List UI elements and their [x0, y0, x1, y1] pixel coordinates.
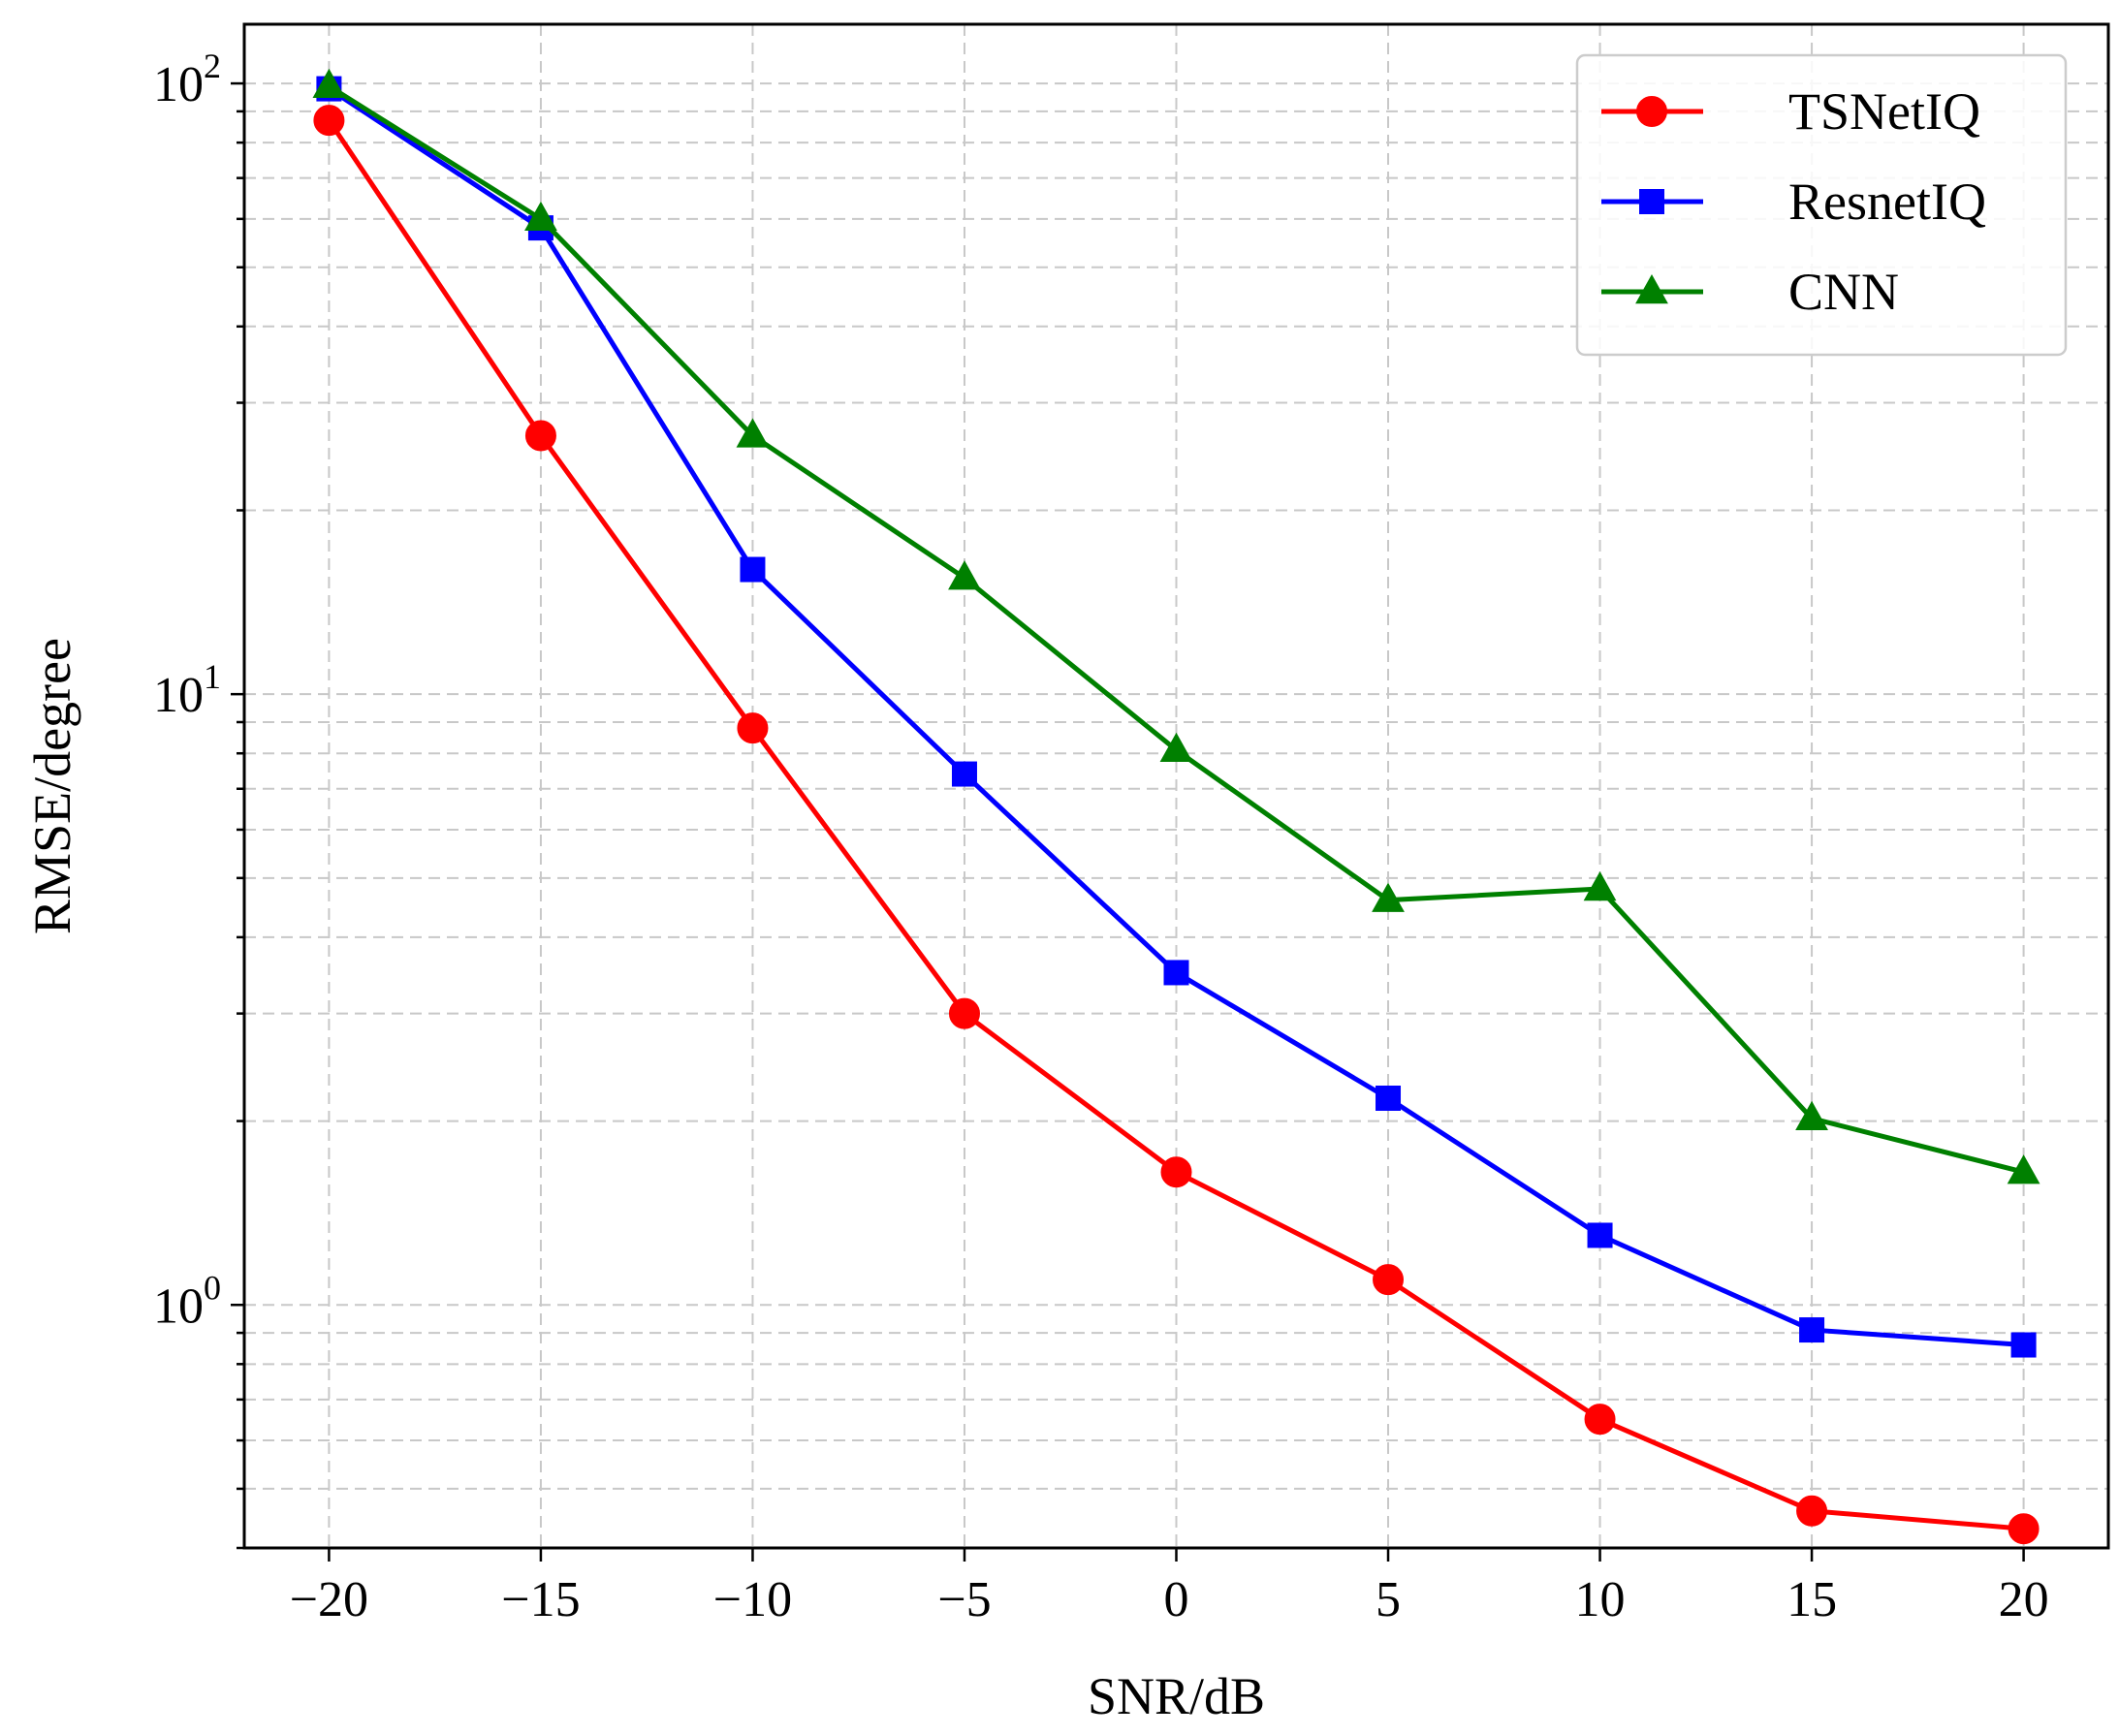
y-tick-label: 102 [153, 47, 221, 112]
x-tick-label: 5 [1376, 1572, 1401, 1627]
series-tsnetiq [313, 105, 2040, 1545]
data-point [2008, 1513, 2040, 1545]
x-tick-label: −15 [501, 1572, 580, 1627]
legend-item: ResnetIQ [1601, 173, 1986, 231]
data-point [1795, 1100, 1828, 1131]
data-point [1796, 1495, 1828, 1527]
data-point [1799, 1317, 1825, 1343]
data-point [740, 556, 766, 583]
x-tick-label: −20 [290, 1572, 368, 1627]
data-point [524, 420, 556, 452]
data-point [1160, 1156, 1192, 1188]
data-point [1159, 732, 1193, 763]
y-tick-label: 101 [153, 657, 221, 723]
series-group [312, 68, 2040, 1545]
legend-label: TSNetIQ [1788, 82, 1980, 141]
data-point [951, 761, 977, 787]
series-cnn [312, 68, 2040, 1184]
x-tick-label: −5 [937, 1572, 991, 1627]
legend-item: TSNetIQ [1601, 82, 1980, 141]
data-point [313, 105, 345, 137]
data-point [948, 560, 981, 590]
data-point [1583, 870, 1617, 901]
data-point [1635, 273, 1668, 304]
data-point [1587, 1222, 1613, 1248]
data-point [524, 201, 557, 232]
x-tick-label: 0 [1164, 1572, 1189, 1627]
data-point [736, 418, 770, 448]
legend-label: CNN [1788, 263, 1899, 321]
axis-ticks: −20 −15 −10 −5 0 5 10 15 20 100 101 102 [153, 47, 2049, 1627]
x-axis-label: SNR/dB [1088, 1667, 1265, 1725]
x-tick-label: −10 [713, 1572, 792, 1627]
y-tick-label: 100 [153, 1268, 221, 1334]
data-point [1636, 96, 1667, 127]
data-point [1372, 882, 1405, 912]
data-point [1373, 1264, 1405, 1296]
legend: TSNetIQ ResnetIQ CNN [1575, 53, 2068, 357]
legend-item: CNN [1601, 263, 1899, 321]
data-point [1163, 960, 1189, 986]
data-point [2007, 1154, 2040, 1184]
data-point [948, 997, 980, 1029]
x-tick-label: 10 [1575, 1572, 1626, 1627]
legend-label: ResnetIQ [1788, 173, 1986, 231]
data-point [2010, 1332, 2037, 1358]
data-point [1584, 1404, 1616, 1436]
data-point [737, 712, 769, 744]
x-tick-label: 15 [1787, 1572, 1837, 1627]
data-point [312, 68, 346, 99]
data-point [1376, 1085, 1402, 1111]
legend-box [1575, 53, 2068, 357]
y-axis-label: RMSE/degree [23, 638, 81, 934]
x-tick-label: 20 [1999, 1572, 2049, 1627]
data-point [1639, 189, 1664, 214]
